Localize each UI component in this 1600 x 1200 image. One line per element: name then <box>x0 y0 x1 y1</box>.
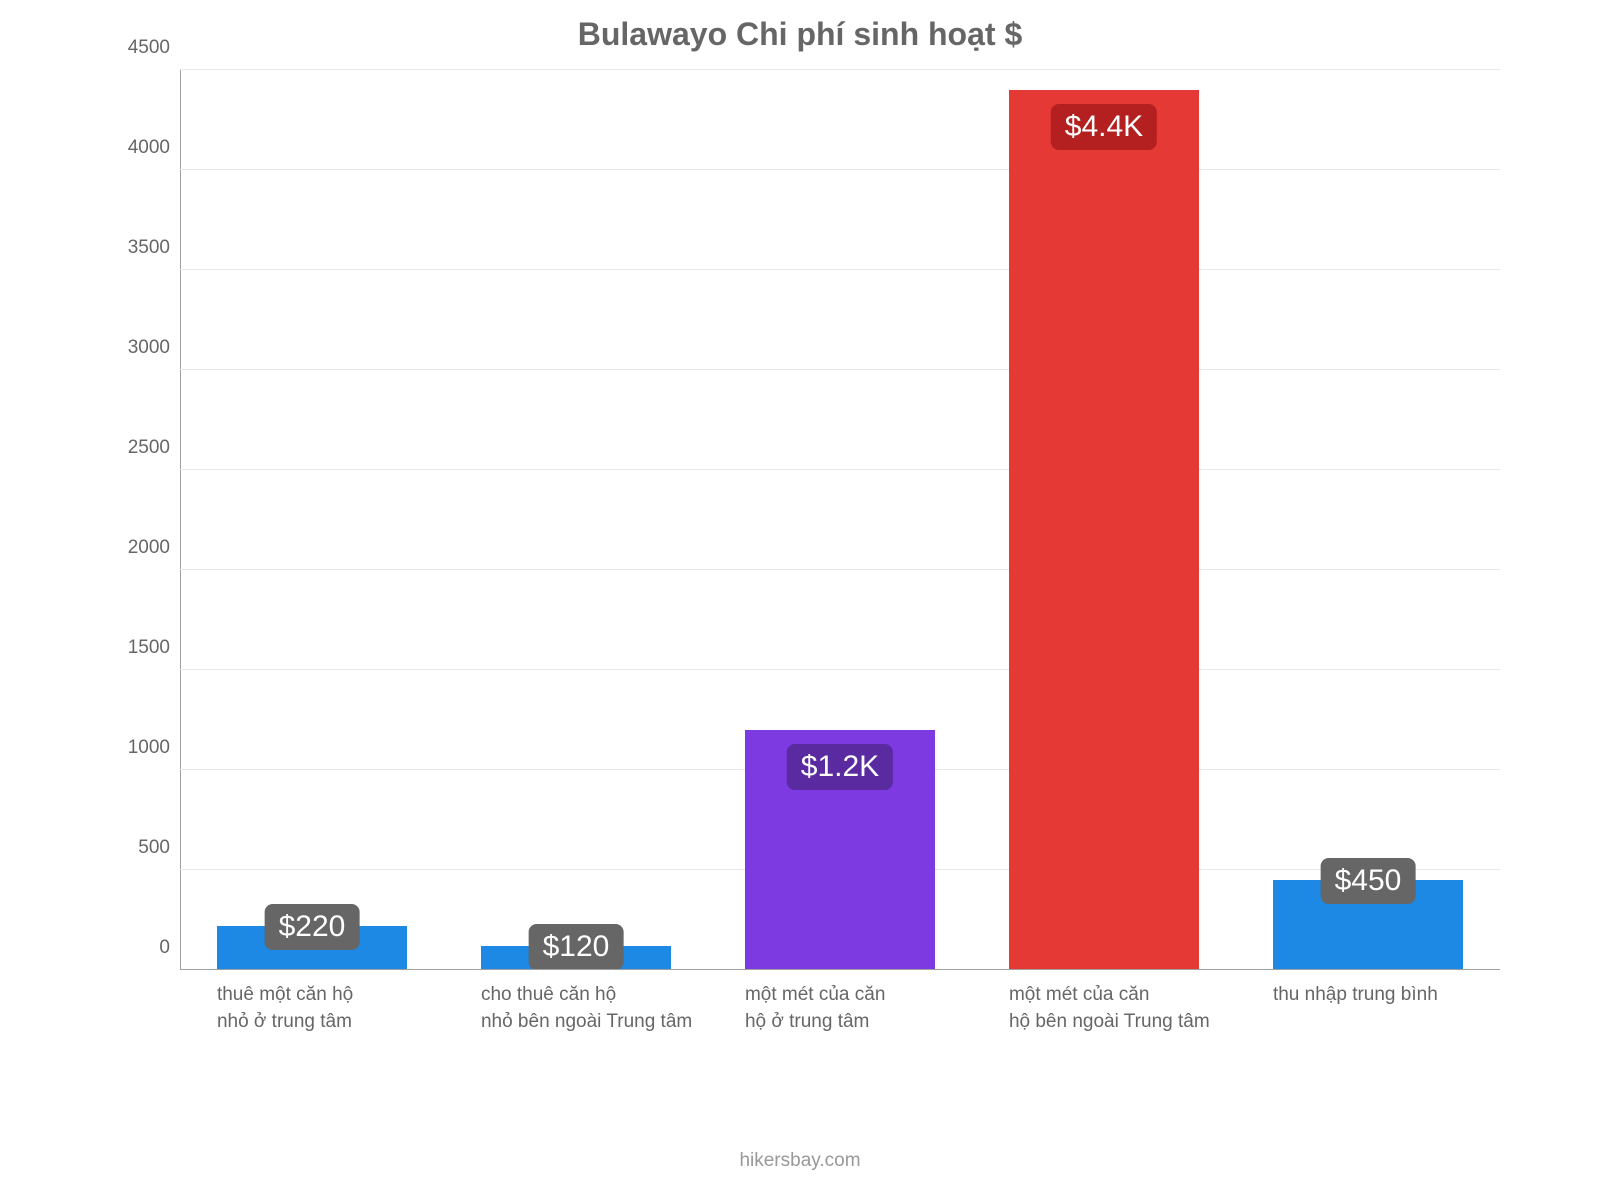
value-badge: $4.4K <box>1051 104 1157 150</box>
y-tick-label: 3500 <box>128 237 170 259</box>
y-tick-label: 4500 <box>128 37 170 59</box>
x-tick-label: cho thuê căn hộnhỏ bên ngoài Trung tâm <box>481 982 711 1035</box>
y-tick-label: 500 <box>138 837 170 859</box>
x-tick-label: thuê một căn hộnhỏ ở trung tâm <box>217 982 447 1035</box>
value-badge: $120 <box>529 924 624 970</box>
x-axis-line <box>180 969 1500 970</box>
y-tick-label: 0 <box>159 937 170 959</box>
y-tick-label: 2000 <box>128 537 170 559</box>
plot-area: 050010001500200025003000350040004500 $22… <box>120 70 1500 970</box>
x-tick-label: một mét của cănhộ ở trung tâm <box>745 982 975 1035</box>
y-tick-label: 3000 <box>128 337 170 359</box>
y-tick-label: 4000 <box>128 137 170 159</box>
chart-container: Bulawayo Chi phí sinh hoạt $ 0 500 1000 150… <box>60 0 1540 1200</box>
value-badge: $1.2K <box>787 744 893 790</box>
x-tick-label: thu nhập trung bình <box>1273 982 1503 1009</box>
value-badge: $450 <box>1321 858 1416 904</box>
y-tick-label: 1500 <box>128 637 170 659</box>
bars-group: $220 $120 $1.2K $4.4K $450 <box>180 70 1500 970</box>
value-badge: $220 <box>265 904 360 950</box>
x-tick-label: một mét của cănhộ bên ngoài Trung tâm <box>1009 982 1239 1035</box>
bar <box>1009 90 1199 970</box>
y-axis: 050010001500200025003000350040004500 <box>120 70 180 970</box>
attribution: hikersbay.com <box>60 1150 1540 1172</box>
y-tick-label: 1000 <box>128 737 170 759</box>
chart-title: Bulawayo Chi phí sinh hoạt $ <box>60 0 1540 63</box>
y-tick-label: 2500 <box>128 437 170 459</box>
